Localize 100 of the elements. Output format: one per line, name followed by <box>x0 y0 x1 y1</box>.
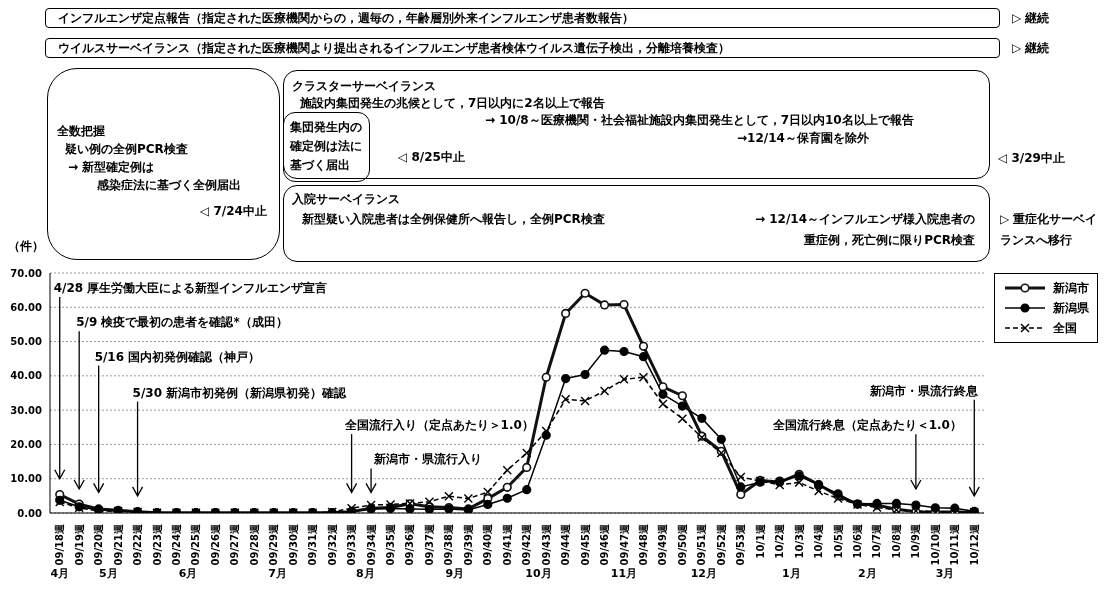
x-tick-label: 09/25週 <box>190 523 202 566</box>
x-tick-label: 09/45週 <box>579 523 591 566</box>
text: → 10/8～医療機関・社会福祉施設内集団発生として，7日以内10名以上で報告 <box>485 112 914 129</box>
x-tick-label: 10/10週 <box>929 523 941 566</box>
x-tick-label: 09/46週 <box>599 523 611 566</box>
text: 入院サーベイランス <box>292 191 400 208</box>
y-tick-label: 60.00 <box>10 301 43 313</box>
x-tick-label: 09/40週 <box>482 523 494 566</box>
annotation: 新潟市・県流行入り <box>373 452 483 467</box>
x-tick-label: 10/9週 <box>910 523 922 559</box>
x-tick-label: 09/30週 <box>287 523 299 566</box>
text: 3月 <box>935 567 955 580</box>
text: インフルエンザ定点報告（指定された医療機関からの，週毎の，年齢層別外来インフルエンザ患者数報告） <box>58 10 634 27</box>
x-tick-label: 10/7週 <box>871 523 883 559</box>
x-tick-label: 09/22週 <box>132 523 144 566</box>
annotation: 新潟市・県流行終息 <box>869 383 980 398</box>
x-tick-label: 09/24週 <box>170 523 182 566</box>
text: →12/14～保育園を除外 <box>737 130 869 147</box>
text: → 新型確定例は <box>68 159 155 176</box>
text: 5月 <box>99 567 118 580</box>
text: ◁ 3/29中止 <box>998 150 1065 167</box>
x-tick-label: 10/8週 <box>890 523 902 559</box>
x-tick-label: 09/19週 <box>73 523 85 566</box>
x-tick-label: 09/39週 <box>462 523 474 566</box>
text: 新型疑い入院患者は全例保健所へ報告し，全例PCR検査 <box>302 211 605 228</box>
text: ▷ 継続 <box>1012 40 1050 57</box>
y-tick-label: 70.00 <box>10 267 43 279</box>
legend-label: 新潟県 <box>1053 299 1089 317</box>
x-tick-label: 09/43週 <box>540 523 552 566</box>
x-tick-label: 09/44週 <box>560 523 572 566</box>
text: 2月 <box>857 567 877 580</box>
x-tick-label: 09/23週 <box>151 523 163 566</box>
x-tick-label: 10/3週 <box>793 523 805 559</box>
x-tick-label: 09/28週 <box>248 523 260 566</box>
x-tick-label: 10/2週 <box>774 523 786 559</box>
y-tick-label: 20.00 <box>10 438 43 450</box>
text: 確定例は法に <box>290 138 362 155</box>
text: 9月 <box>445 567 465 580</box>
x-tick-label: 10/11週 <box>949 523 961 566</box>
x-tick-label: 09/53週 <box>735 523 747 566</box>
text: 施設内集団発生の兆候として，7日以内に2名以上で報告 <box>300 95 605 112</box>
x-tick-label: 09/33週 <box>346 523 358 566</box>
x-tick-label: 10/12週 <box>968 523 980 566</box>
legend-label: 全国 <box>1053 319 1077 337</box>
text: ◁ 8/25中止 <box>398 149 465 166</box>
x-tick-label: 09/27週 <box>229 523 241 566</box>
text: → 12/14～インフルエンザ様入院患者の <box>754 211 975 228</box>
text: 7月 <box>268 567 287 580</box>
text: 基づく届出 <box>290 157 350 174</box>
text: 集団発生内の <box>290 119 362 136</box>
x-tick-label: 09/41週 <box>501 523 513 566</box>
annotation: 5/9 検疫で最初の患者を確認*（成田） <box>76 315 288 330</box>
x-tick-label: 09/21週 <box>112 523 124 566</box>
text: ▷ 重症化サーベイ <box>1000 211 1098 228</box>
x-tick-label: 09/36週 <box>404 523 416 566</box>
y-tick-label: 40.00 <box>10 370 43 382</box>
text: ランスへ移行 <box>1000 232 1072 249</box>
text: ウイルスサーベイランス（指定された医療機関より提出されるインフルエンザ患者検体ウイルス遺伝子検出，分離培養検査） <box>58 40 730 57</box>
text: 10月 <box>525 567 552 580</box>
x-tick-label: 09/29週 <box>268 523 280 566</box>
x-tick-label: 09/18週 <box>54 523 66 566</box>
x-tick-label: 10/5週 <box>832 523 844 559</box>
text: 重症例，死亡例に限りPCR検査 <box>804 232 975 249</box>
y-tick-label: 30.00 <box>10 404 43 416</box>
text: ◁ 7/24中止 <box>200 203 267 220</box>
annotation: 全国流行終息（定点あたり＜1.0） <box>771 418 962 433</box>
x-tick-label: 09/50週 <box>676 523 688 566</box>
annotation: 全国流行入り（定点あたり＞1.0） <box>343 418 534 433</box>
annotation: 4/28 厚生労働大臣による新型インフルエンザ宣言 <box>53 281 328 295</box>
y-tick-label: 0.00 <box>17 507 43 519</box>
x-tick-label: 10/4週 <box>813 523 825 559</box>
text: 8月 <box>355 567 375 580</box>
y-tick-label: 50.00 <box>10 336 43 348</box>
x-tick-label: 09/20週 <box>93 523 105 566</box>
x-tick-label: 09/35週 <box>385 523 397 566</box>
x-tick-label: 09/34週 <box>365 523 377 566</box>
text: 全数把握 <box>57 123 105 140</box>
annotation: 5/16 国内初発例確認（神戸） <box>94 349 261 364</box>
x-tick-label: 10/6週 <box>852 523 864 559</box>
x-tick-label: 09/32週 <box>326 523 338 566</box>
text: 6月 <box>178 567 198 580</box>
legend-label: 新潟市 <box>1053 279 1089 297</box>
text: ▷ 継続 <box>1012 10 1050 27</box>
text: 11月 <box>610 567 638 580</box>
text: 感染症法に基づく全例届出 <box>97 177 241 194</box>
x-tick-label: 09/37週 <box>423 523 435 566</box>
x-tick-label: 09/38週 <box>443 523 455 566</box>
x-tick-label: 10/1週 <box>754 523 766 559</box>
text: クラスターサーベイランス <box>292 78 436 95</box>
y-axis-title: （件） <box>8 238 44 255</box>
text: 1月 <box>782 567 801 580</box>
text: 4月 <box>50 567 70 580</box>
y-tick-label: 10.00 <box>10 473 43 485</box>
x-tick-label: 09/26週 <box>209 523 221 566</box>
x-tick-label: 09/49週 <box>657 523 669 566</box>
annotation: 5/30 新潟市初発例（新潟県初発）確認 <box>132 385 348 400</box>
text: 疑い例の全例PCR検査 <box>65 141 188 158</box>
text: 12月 <box>690 567 717 580</box>
x-tick-label: 09/52週 <box>715 523 727 566</box>
x-tick-label: 09/47週 <box>618 523 630 566</box>
